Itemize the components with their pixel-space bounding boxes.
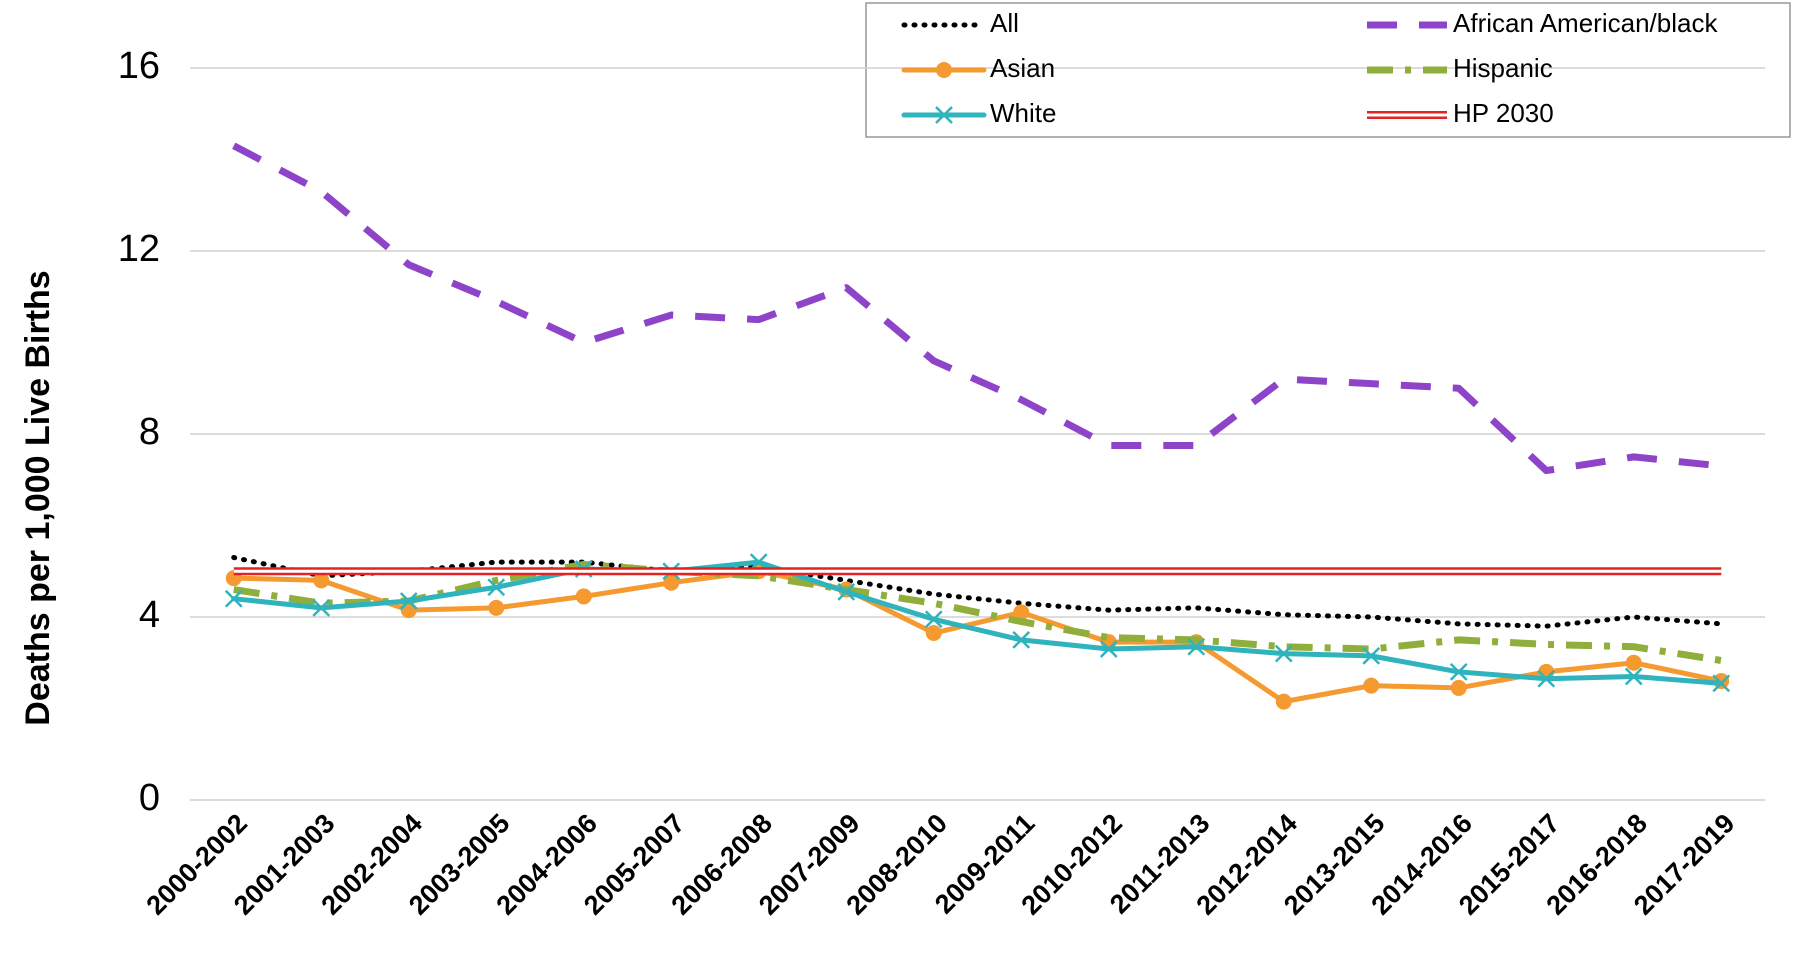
y-axis-title: Deaths per 1,000 Live Births [19,270,57,725]
data-point [1099,640,1118,658]
data-point [1363,677,1380,694]
y-tick-label: 8 [139,411,160,453]
legend-label: HP 2030 [1453,98,1554,128]
data-point [1012,630,1031,649]
data-point [1450,679,1467,696]
series-line [231,555,1724,629]
data-point [313,572,330,589]
y-tick-label: 16 [118,45,160,87]
data-point [925,625,942,642]
legend-label: African American/black [1453,8,1718,38]
data-point [1712,674,1731,693]
data-point [1537,669,1556,688]
legend-marker [935,106,953,124]
data-point [487,578,506,597]
legend-label: Asian [990,53,1055,83]
data-point [1362,647,1381,665]
data-point [1013,604,1030,621]
data-point [1187,637,1206,656]
data-point [1449,663,1468,681]
data-point [1624,667,1643,686]
data-point [488,599,505,616]
data-point [1625,654,1642,671]
data-point [312,598,331,617]
y-tick-label: 4 [139,594,160,636]
data-point [575,588,592,605]
legend-box [865,2,1791,138]
data-point [1275,693,1292,710]
legend-marker [936,62,952,78]
legend-label: Hispanic [1453,53,1553,83]
y-tick-label: 0 [139,777,160,819]
series-line [231,568,1724,705]
series-line [233,560,1722,664]
data-point [837,582,856,601]
data-point [224,589,243,608]
data-point [399,592,418,610]
data-point [924,610,943,629]
series-line [232,142,1722,475]
data-point [663,574,680,591]
legend-label: White [990,98,1056,128]
series-line [231,559,1724,686]
legend-label: All [990,8,1019,38]
y-tick-label: 12 [118,228,160,270]
data-point [1274,644,1293,663]
